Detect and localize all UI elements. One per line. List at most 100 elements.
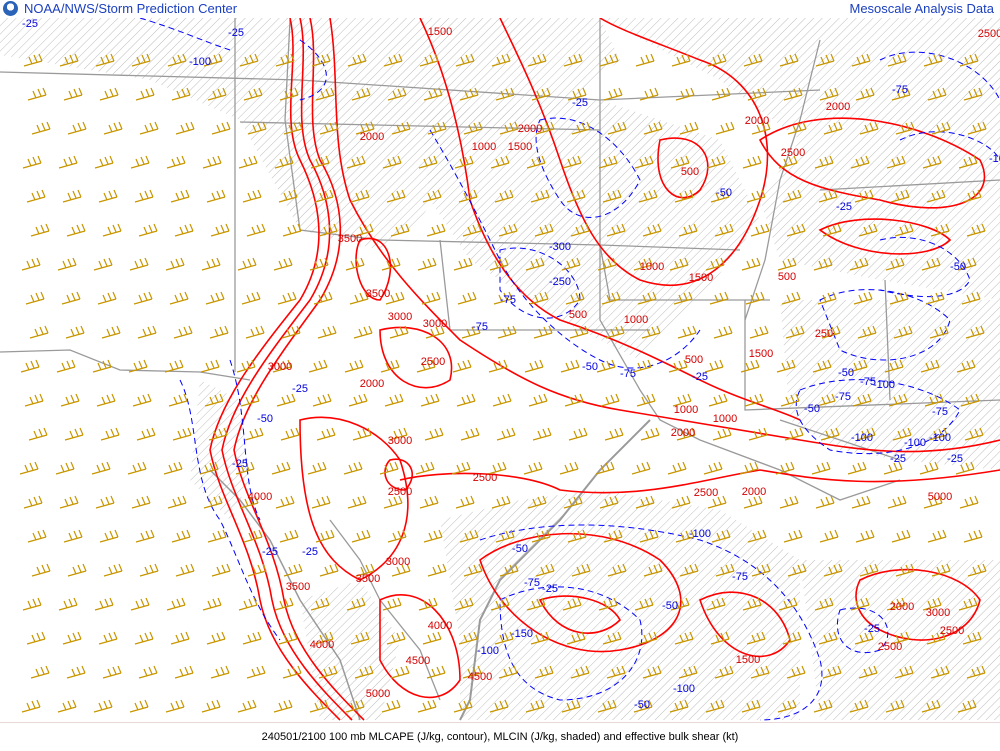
- wind-barb: [533, 325, 553, 339]
- wind-barb: [426, 665, 446, 679]
- wind-barb: [851, 53, 871, 67]
- wind-barb: [607, 121, 627, 135]
- wind-barb: [131, 53, 151, 67]
- wind-barb: [750, 223, 770, 237]
- wind-barb: [605, 325, 625, 339]
- wind-barb: [387, 529, 407, 543]
- wind-barb: [891, 87, 911, 101]
- wind-barb: [134, 631, 154, 645]
- cin-label: -250: [549, 276, 571, 288]
- wind-barb: [746, 631, 766, 645]
- wind-barb: [308, 359, 328, 373]
- wind-barb: [743, 53, 763, 67]
- cape-label: 3000: [388, 311, 412, 323]
- cape-label: 2500: [694, 487, 718, 499]
- wind-barb: [748, 427, 768, 441]
- wind-barb: [99, 87, 119, 101]
- wind-barb: [56, 359, 76, 373]
- wind-barb: [31, 563, 51, 577]
- wind-barb: [674, 631, 694, 645]
- wind-barb: [778, 155, 798, 169]
- wind-barb: [777, 257, 797, 271]
- wind-barb: [564, 393, 584, 407]
- cape-label: 2000: [890, 601, 914, 613]
- wind-barb: [777, 699, 797, 713]
- wind-barb: [639, 87, 659, 101]
- cape-label: 2000: [826, 101, 850, 113]
- wind-barb: [636, 393, 656, 407]
- cin-label: -75: [620, 368, 636, 380]
- wind-barb: [26, 631, 46, 645]
- cape-label: 5000: [928, 491, 952, 503]
- wind-barb: [859, 563, 879, 577]
- wind-barb: [741, 699, 761, 713]
- wind-barb: [562, 597, 582, 611]
- wind-barb: [424, 427, 444, 441]
- wind-barb: [200, 359, 220, 373]
- wind-barb: [822, 665, 842, 679]
- wind-barb: [929, 325, 949, 339]
- wind-barb: [163, 461, 183, 475]
- wind-barb: [535, 121, 555, 135]
- wind-barb: [59, 495, 79, 509]
- wind-barb: [171, 87, 191, 101]
- cin-label: -50: [512, 543, 528, 555]
- wind-barb: [919, 461, 939, 475]
- wind-barb: [138, 223, 158, 237]
- cin-label: -25: [692, 371, 708, 383]
- cape-label: 2500: [473, 472, 497, 484]
- wind-barb: [275, 53, 295, 67]
- wind-barb: [703, 461, 723, 475]
- wind-barb: [175, 563, 195, 577]
- wind-barb: [315, 529, 335, 543]
- wind-barb: [747, 87, 767, 101]
- wind-barb: [91, 461, 111, 475]
- wind-barb: [751, 121, 771, 135]
- cape-label: 1000: [674, 404, 698, 416]
- wind-barb: [854, 189, 874, 203]
- wind-barb: [451, 461, 471, 475]
- wind-barb: [354, 223, 374, 237]
- wind-barb: [487, 461, 507, 475]
- wind-barb: [242, 631, 262, 645]
- wind-barb: [850, 155, 870, 169]
- wind-barb: [679, 121, 699, 135]
- cape-label: 2500: [421, 356, 445, 368]
- wind-barb: [856, 427, 876, 441]
- cin-label: -25: [262, 546, 278, 558]
- wind-barb: [858, 223, 878, 237]
- wind-barb: [779, 495, 799, 509]
- wind-barb: [349, 291, 369, 305]
- wind-barb: [676, 427, 696, 441]
- wind-barb: [848, 359, 868, 373]
- wind-barb: [246, 665, 266, 679]
- wind-barb: [355, 121, 375, 135]
- wind-barb: [382, 597, 402, 611]
- wind-barb: [22, 597, 42, 611]
- mlcape-contour-labels: 1500 2000 2000 1000 1500 2000 2500 500 3500 3500 3…: [248, 26, 1000, 700]
- cape-label: 5000: [366, 688, 390, 700]
- wind-barb: [634, 597, 654, 611]
- cin-label: -100: [904, 437, 926, 449]
- wind-barb: [595, 461, 615, 475]
- wind-barb: [66, 223, 86, 237]
- wind-barb: [787, 563, 807, 577]
- wind-barb: [632, 359, 652, 373]
- wind-barb: [535, 563, 555, 577]
- wind-barb: [211, 121, 231, 135]
- wind-barb: [493, 291, 513, 305]
- wind-barb: [417, 257, 437, 271]
- cin-label: -25: [890, 453, 906, 465]
- wind-barb: [926, 189, 946, 203]
- wind-barb: [350, 631, 370, 645]
- wind-barb: [173, 325, 193, 339]
- wind-barb: [391, 563, 411, 577]
- wind-barb: [418, 597, 438, 611]
- wind-barb: [237, 699, 257, 713]
- wind-barb: [890, 189, 910, 203]
- wind-barb: [530, 189, 550, 203]
- wind-barb: [495, 529, 515, 543]
- wind-barb: [62, 631, 82, 645]
- header: NOAA/NWS/Storm Prediction Center Mesosca…: [0, 0, 1000, 18]
- cin-label: -25: [292, 383, 308, 395]
